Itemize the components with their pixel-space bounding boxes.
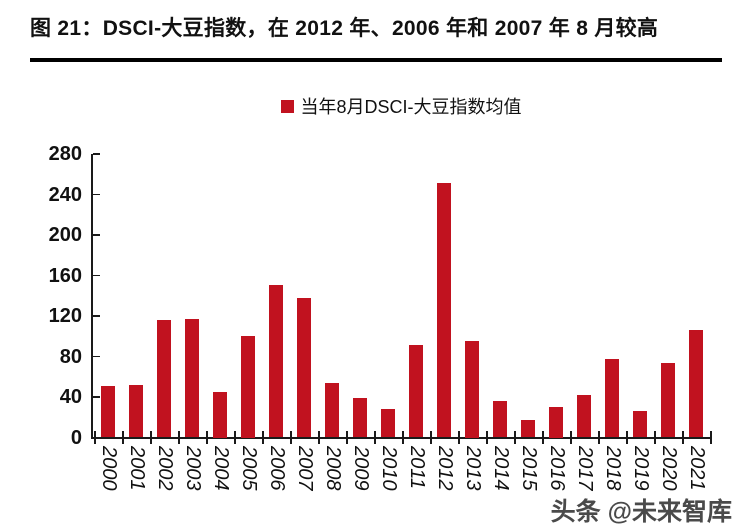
x-tick-label: 2001: [126, 446, 148, 491]
y-tick-label: 40: [59, 386, 82, 408]
x-tick-mark: [430, 431, 432, 444]
bar-2006: [269, 284, 283, 438]
y-tick-mark: [93, 234, 100, 236]
legend-label: 当年8月DSCI-大豆指数均值: [300, 97, 522, 117]
x-tick-label: 2002: [154, 446, 176, 491]
x-tick-label: 2003: [182, 446, 204, 491]
bar-2005: [241, 336, 255, 438]
x-tick-mark: [570, 431, 572, 444]
x-tick-label: 2011: [406, 446, 428, 490]
y-tick-mark: [93, 153, 100, 155]
bar-2013: [465, 341, 479, 438]
y-tick-label: 160: [48, 264, 82, 287]
x-tick-label: 2016: [546, 446, 568, 491]
x-tick-label: 2015: [518, 446, 540, 491]
x-tick-label: 2008: [322, 446, 344, 491]
x-tick-label: 2000: [98, 446, 120, 491]
y-tick-label: 240: [48, 183, 82, 206]
x-tick-label: 2018: [602, 446, 624, 491]
bar-2020: [661, 362, 675, 438]
bar-2001: [129, 384, 143, 438]
y-tick-label: 280: [48, 143, 82, 165]
y-tick-mark: [93, 396, 100, 398]
x-tick-mark: [122, 431, 124, 444]
x-tick-mark: [206, 431, 208, 444]
bar-2011: [409, 345, 423, 438]
x-tick-label: 2019: [630, 446, 652, 491]
x-tick-label: 2004: [210, 446, 232, 491]
figure-title: 图 21：DSCI-大豆指数，在 2012 年、2006 年和 2007 年 8…: [30, 17, 659, 40]
bar-2017: [577, 394, 591, 438]
y-tick-label: 80: [59, 345, 82, 368]
x-tick-label: 2005: [238, 446, 260, 491]
x-tick-mark: [346, 431, 348, 444]
bar-2010: [381, 409, 395, 438]
y-tick-mark: [93, 193, 100, 196]
x-tick-label: 2012: [434, 446, 456, 491]
bar-2000: [101, 385, 115, 438]
watermark: 头条 @未来智库: [550, 498, 732, 526]
x-tick-label: 2013: [462, 446, 484, 491]
x-tick-mark: [542, 431, 544, 444]
x-tick-mark: [402, 431, 404, 444]
x-tick-label: 2020: [658, 446, 680, 491]
y-tick-label: 0: [70, 426, 82, 449]
bar-2019: [633, 411, 647, 438]
y-tick-label: 120: [48, 305, 82, 327]
bar-2002: [157, 320, 171, 438]
y-tick-mark: [93, 355, 100, 358]
x-tick-mark: [598, 431, 600, 444]
x-tick-label: 2017: [574, 446, 596, 491]
x-tick-label: 2009: [350, 446, 372, 491]
x-tick-mark: [710, 431, 712, 444]
x-tick-mark: [514, 431, 516, 444]
bar-2018: [605, 358, 619, 438]
x-tick-mark: [150, 431, 152, 444]
x-tick-mark: [234, 431, 236, 444]
bar-2012: [437, 183, 451, 438]
legend-marker-square: [281, 99, 295, 113]
x-tick-label: 2014: [490, 446, 512, 491]
y-tick-mark: [93, 315, 100, 317]
x-tick-mark: [318, 431, 320, 444]
bar-2003: [185, 319, 199, 438]
x-tick-label: 2021: [686, 446, 708, 491]
x-tick-mark: [94, 431, 96, 444]
x-tick-label: 2007: [294, 446, 316, 491]
bar-2014: [493, 401, 507, 438]
x-tick-mark: [290, 431, 292, 444]
x-tick-mark: [486, 431, 488, 444]
bar-2009: [353, 398, 367, 438]
y-tick-mark: [93, 274, 100, 277]
x-tick-mark: [374, 431, 376, 444]
bar-2015: [521, 420, 535, 438]
x-tick-mark: [682, 431, 684, 444]
title-divider: [30, 58, 722, 62]
x-tick-mark: [262, 431, 264, 444]
x-axis-line: [91, 437, 711, 439]
x-tick-label: 2010: [378, 446, 400, 491]
y-axis-line: [91, 154, 93, 439]
chart-legend: 当年8月DSCI-大豆指数均值: [92, 93, 711, 119]
bar-2004: [213, 391, 227, 438]
x-tick-label: 2006: [266, 446, 288, 491]
x-tick-mark: [458, 431, 460, 444]
x-tick-mark: [654, 431, 656, 444]
bar-2007: [297, 297, 311, 438]
y-tick-label: 200: [48, 224, 82, 246]
x-tick-mark: [626, 431, 628, 444]
x-tick-mark: [178, 431, 180, 444]
bar-2008: [325, 382, 339, 438]
bar-2016: [549, 407, 563, 438]
bar-2021: [689, 330, 703, 438]
